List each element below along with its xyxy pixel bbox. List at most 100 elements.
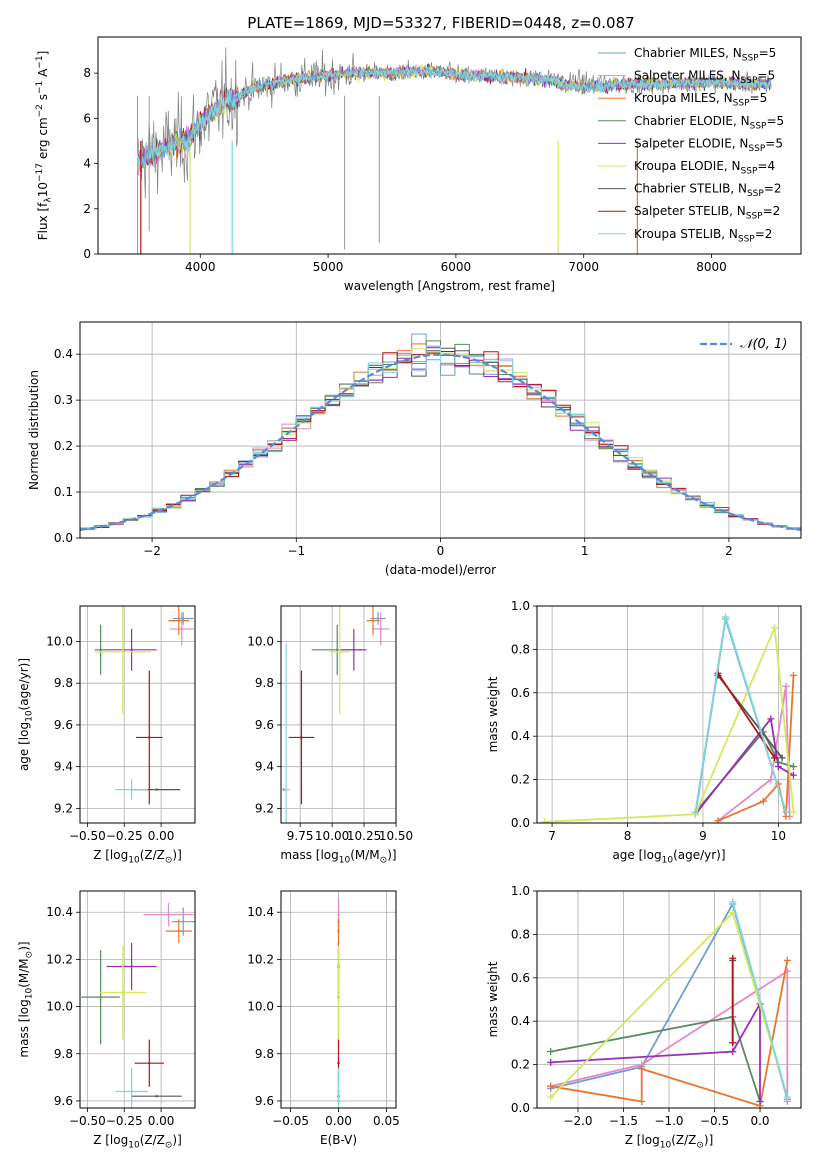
y-tick-label: 0.3 (54, 393, 73, 407)
plot-area (80, 891, 195, 1108)
label-span: =5 (759, 46, 777, 60)
y-axis-label: Normed distribution (27, 370, 41, 490)
x-tick-label: 4000 (185, 260, 216, 274)
y-tick-label: 10.2 (46, 952, 73, 966)
point-salpeter-miles (337, 913, 340, 916)
y-tick-label: 10.0 (46, 1000, 73, 1014)
weight-marker-salpeter-elodie (729, 1048, 737, 1056)
weight-marker-salpeter-elodie (774, 763, 782, 771)
label-span: Z [log (93, 1133, 128, 1147)
y-tick-label: 0.4 (511, 729, 530, 743)
metallicity-massweight-panel: −2.0 −1.5 −1.0 −0.5 0.0 0.0 0.2 0.4 0.6 0.8 1.0 Z [… (486, 884, 802, 1151)
y-tick-label: 0.8 (511, 927, 530, 941)
x-tick-label: 6000 (441, 260, 472, 274)
point-kroupa-stelib (337, 1090, 340, 1093)
plot-area (537, 606, 801, 823)
spectrum-panel: 4000 5000 6000 7000 8000 0 2 4 6 8 wavelength [Ang… (35, 36, 802, 293)
y-tick-label: 9.8 (255, 676, 274, 690)
y-tick-label: 9.8 (255, 1047, 274, 1061)
x-tick-label: 0.05 (373, 1114, 400, 1128)
point-kroupa-stelib (130, 788, 133, 791)
point-salpeter-stelib (300, 736, 303, 739)
label-span: 10 (128, 1141, 140, 1151)
y-tick-label: 0.0 (54, 531, 73, 545)
label-span: SSP (741, 167, 758, 177)
y-tick-label: 4 (83, 157, 91, 171)
label-span: Salpeter ELODIE, N (634, 136, 748, 150)
label-span: )] (17, 941, 31, 950)
point-kroupa-miles (371, 619, 375, 622)
axes-frame (79, 605, 196, 824)
label-span: erg cm (36, 117, 50, 163)
y-tick-label: 10.0 (46, 634, 73, 648)
axes-frame (280, 605, 397, 824)
label-span: (M/M (17, 958, 31, 987)
weight-marker-kroupa-miles (783, 956, 791, 964)
x-tick-label: 10 (771, 829, 786, 843)
y-tick-label: 10.4 (247, 905, 274, 919)
weight-marker-chabrier-elodie (547, 1048, 555, 1056)
point-salpeter-stelib (148, 1061, 151, 1065)
point-kroupa-elodie (338, 650, 341, 654)
label-span: Flux [f (36, 202, 50, 240)
point-kroupa-stelib (130, 1090, 133, 1093)
ebv-mass-panel: −0.05 0.00 0.05 9.6 9.8 10.0 10.2 10.4 E(B-V) (247, 890, 400, 1147)
x-axis-label: Z [log10(Z/Z⊙)] (93, 1133, 182, 1151)
plot-content (541, 613, 797, 823)
plot-content (547, 898, 791, 1108)
label-span: =5 (757, 69, 775, 83)
weight-marker-chabrier-stelib (778, 754, 786, 762)
y-axis-label: mass weight (486, 676, 500, 752)
y-tick-label: 8 (83, 66, 91, 80)
label-span: )] (172, 1133, 181, 1147)
label-span: Z [log (93, 848, 128, 862)
x-axis-label: age [log10(age/yr)] (612, 848, 725, 866)
x-tick-label: −0.25 (106, 1114, 143, 1128)
weight-line-salpeter-miles (550, 969, 789, 1102)
label-span: =2 (764, 182, 782, 196)
x-tick-label: 10.25 (347, 829, 381, 843)
weight-marker-salpeter-stelib (771, 754, 779, 762)
label-span: 10 (128, 856, 140, 866)
weight-marker-salpeter-miles (767, 776, 775, 784)
point-chabrier-elodie (99, 995, 102, 999)
plot-content (80, 333, 801, 531)
label-span: =5 (765, 136, 783, 150)
weight-marker-kroupa-miles (759, 797, 767, 805)
plot-content (282, 606, 390, 823)
label-span: Salpeter MILES, N (634, 69, 741, 83)
y-tick-label: 0.4 (511, 1014, 530, 1028)
label-span: Chabrier ELODIE, N (634, 114, 750, 128)
y-tick-label: 10.4 (46, 905, 73, 919)
x-tick-label: −2.0 (563, 1114, 592, 1128)
y-tick-label: 9.4 (255, 760, 274, 774)
label-span: SSP (750, 121, 767, 131)
label-span: ⊙ (380, 856, 388, 866)
label-span: SSP (738, 234, 755, 244)
label-span: 10 (36, 182, 50, 197)
x-tick-label: 2 (725, 544, 733, 558)
plot-area (80, 606, 195, 823)
plot-area (281, 606, 396, 823)
y-tick-label: 0.1 (54, 485, 73, 499)
weight-marker-kroupa-stelib (782, 808, 790, 816)
label-span: mass weight (486, 676, 500, 752)
point-chabrier-elodie (336, 648, 339, 652)
label-span: 10 (25, 988, 35, 1000)
label-span: ⊙ (165, 856, 173, 866)
weight-line-kroupa-elodie (544, 627, 795, 823)
legend-label-chabrier-stelib: Chabrier STELIB, NSSP=2 (634, 182, 782, 200)
y-tick-label: 1.0 (511, 599, 530, 613)
y-tick-label: 9.6 (255, 1094, 274, 1108)
x-tick-label: 5000 (313, 260, 344, 274)
y-tick-label: 9.8 (54, 1047, 73, 1061)
point-kroupa-elodie (121, 991, 124, 994)
x-tick-label: −2 (143, 544, 161, 558)
y-tick-label: 0 (83, 247, 91, 261)
x-tick-label: 10.00 (315, 829, 349, 843)
label-span: Chabrier STELIB, N (634, 182, 747, 196)
point-chabrier-miles (376, 617, 380, 620)
label-span: λ (44, 197, 54, 203)
